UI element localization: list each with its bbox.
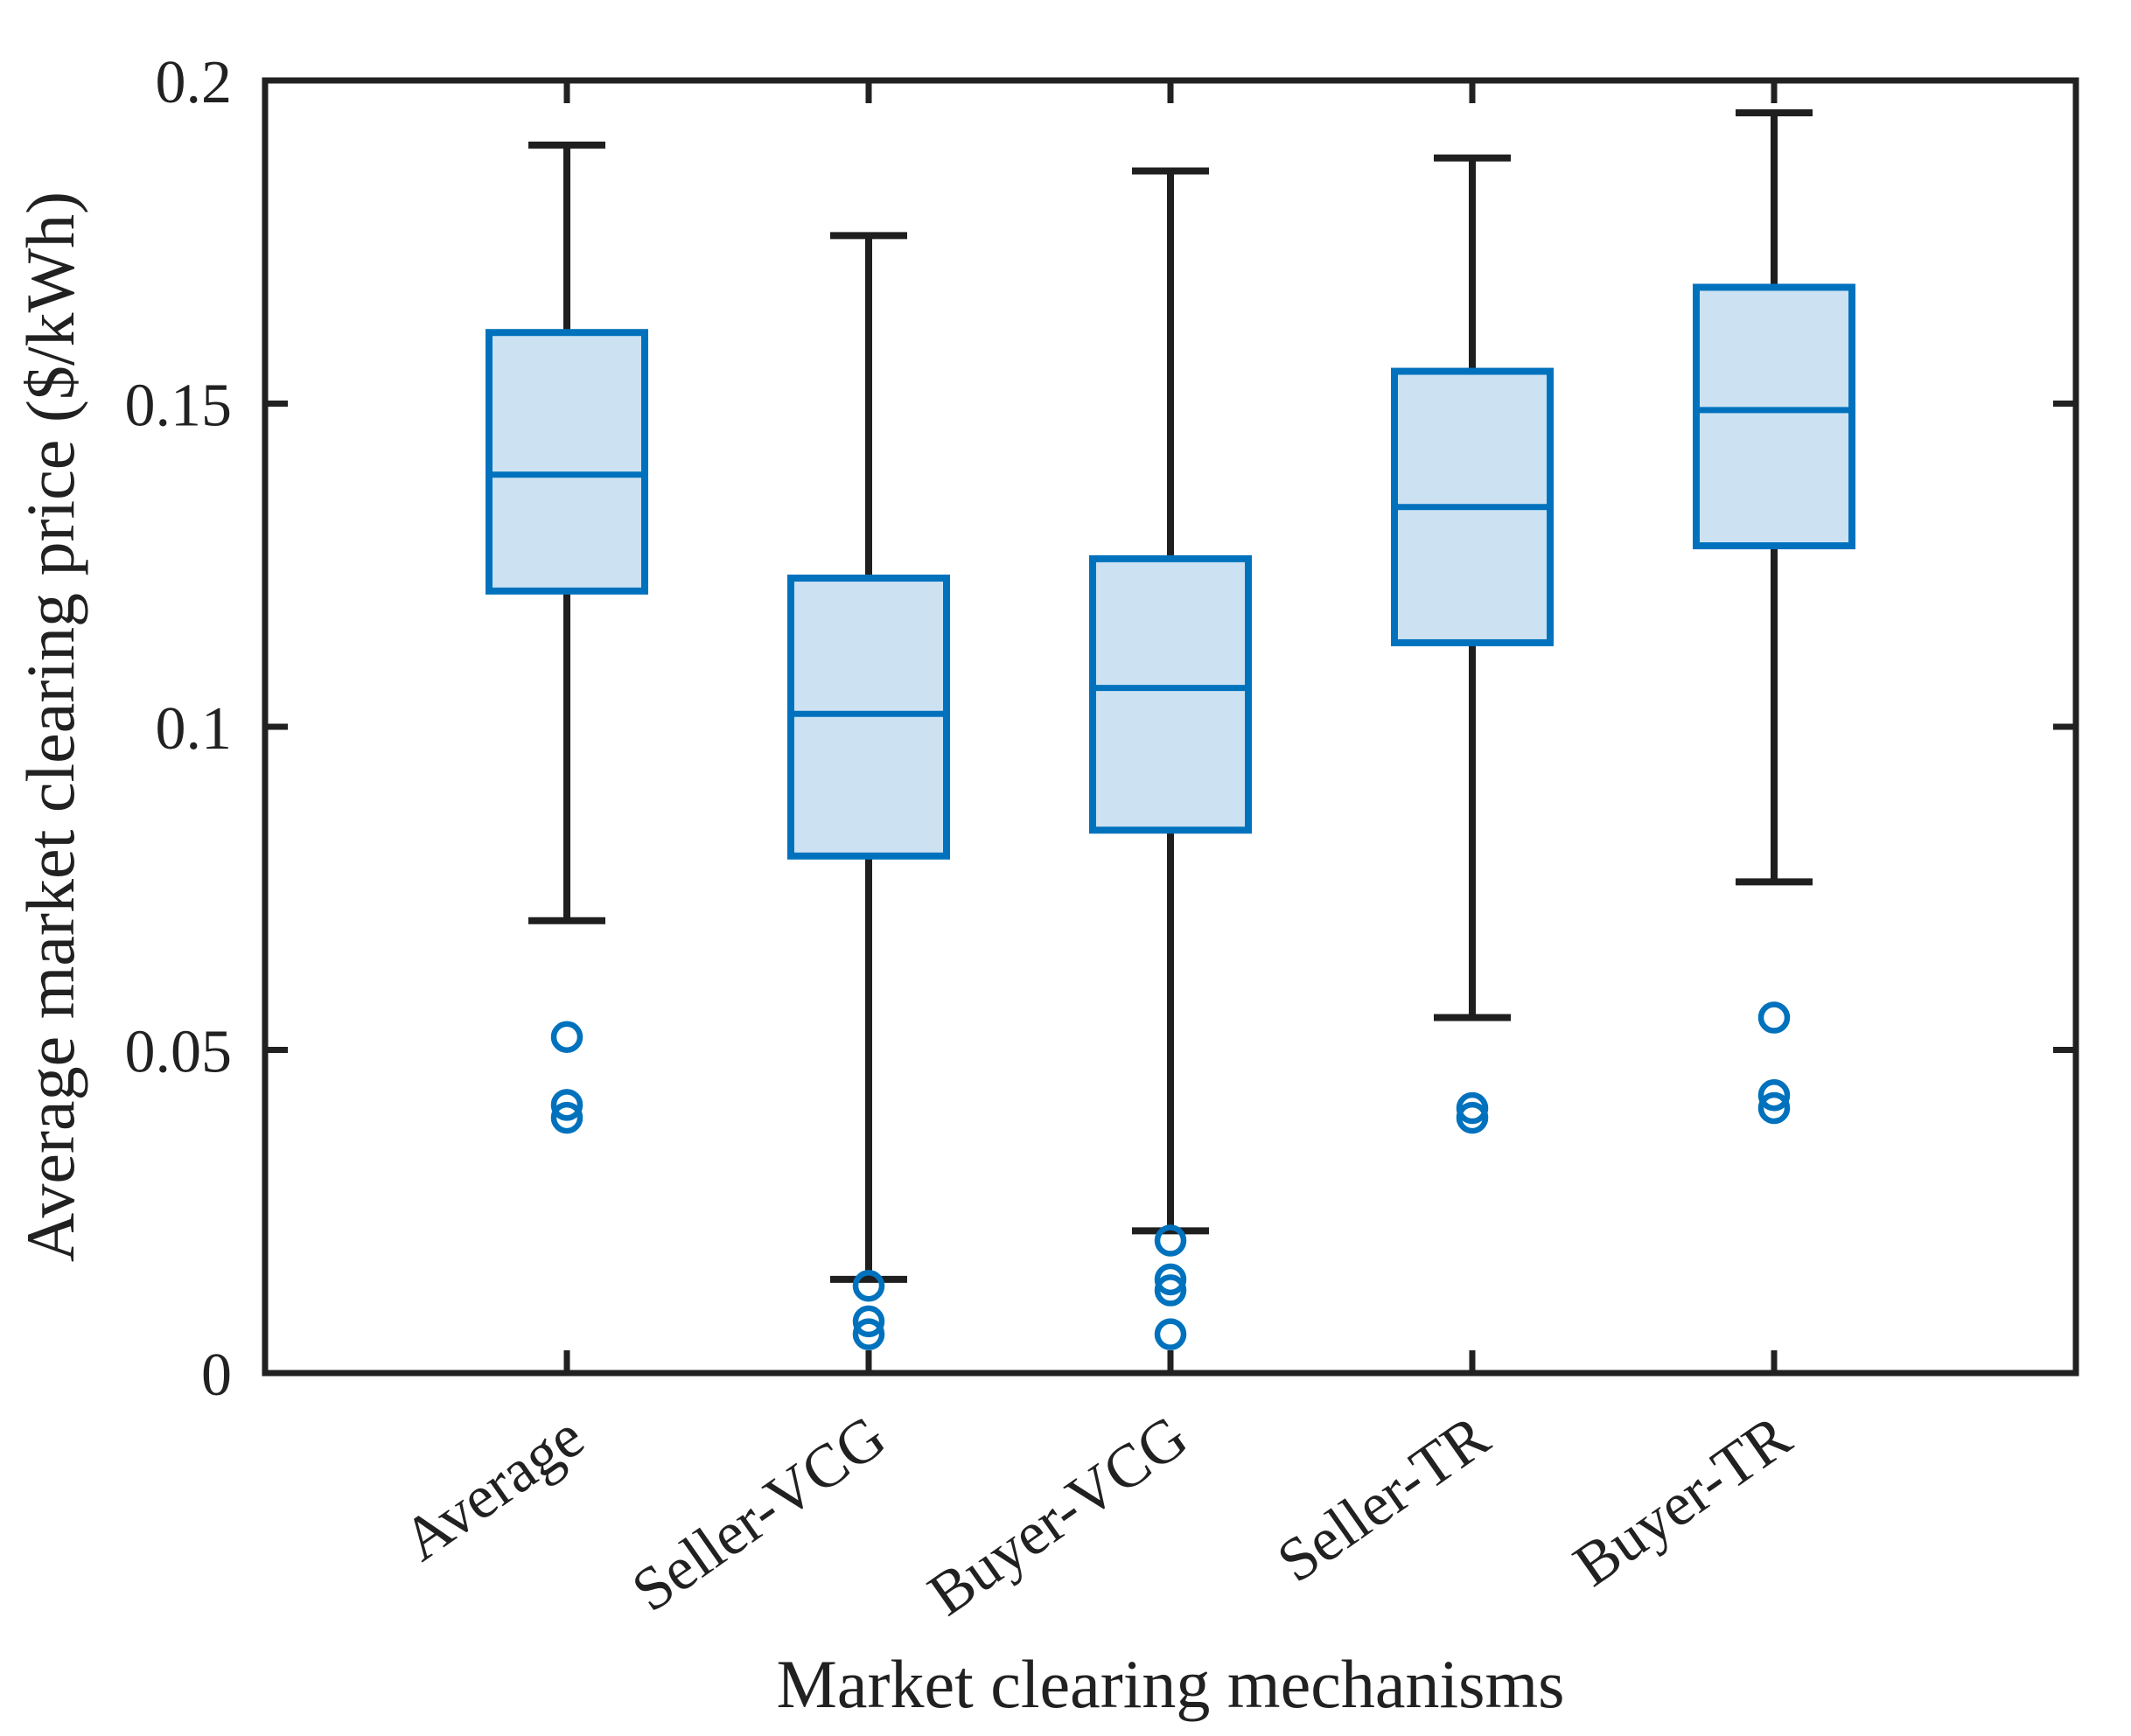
outlier-point (1154, 1274, 1187, 1307)
outlier-point (852, 1318, 885, 1350)
outlier-point (1456, 1101, 1489, 1134)
outlier-point (1154, 1224, 1187, 1257)
outlier-point (1757, 1001, 1791, 1034)
outlier-point (550, 1101, 583, 1134)
x-tick-label-average: Average (391, 1403, 596, 1574)
x-tick-label-seller-vcg: Seller-VCG (620, 1403, 898, 1625)
y-tick-label: 0.15 (125, 372, 233, 439)
outlier-point (1154, 1263, 1187, 1296)
x-tick-label-buyer-tr: Buyer-TR (1562, 1403, 1804, 1600)
x-axis-title: Market clearing mechanisms (777, 1646, 1565, 1722)
outlier-point (1757, 1078, 1791, 1112)
iqr-box-buyer-vcg (1089, 554, 1252, 834)
outlier-point (1757, 1091, 1791, 1125)
y-tick-label: 0.05 (125, 1018, 233, 1085)
outlier-point (852, 1269, 885, 1302)
iqr-box-buyer-tr (1693, 283, 1855, 550)
x-tick-label-buyer-vcg: Buyer-VCG (917, 1403, 1199, 1629)
y-tick-label: 0.2 (156, 49, 233, 116)
y-axis-title: Average market clearing price ($/kWh) (12, 192, 88, 1262)
outlier-point (550, 1089, 583, 1121)
axes-frame (262, 77, 2079, 1377)
outlier-point (1456, 1091, 1489, 1125)
y-tick-label: 0.1 (156, 695, 233, 763)
y-tick-label: 0 (201, 1342, 232, 1409)
outlier-point (1154, 1318, 1187, 1350)
outlier-point (852, 1305, 885, 1338)
x-tick-label-seller-tr: Seller-TR (1266, 1403, 1501, 1596)
iqr-box-average (486, 329, 648, 595)
outlier-point (550, 1021, 583, 1053)
iqr-box-seller-vcg (787, 575, 950, 860)
chart-layer: 0 0.05 0.1 0.15 0.2 Average Seller-VCG Buyer-VC… (125, 49, 2079, 1629)
